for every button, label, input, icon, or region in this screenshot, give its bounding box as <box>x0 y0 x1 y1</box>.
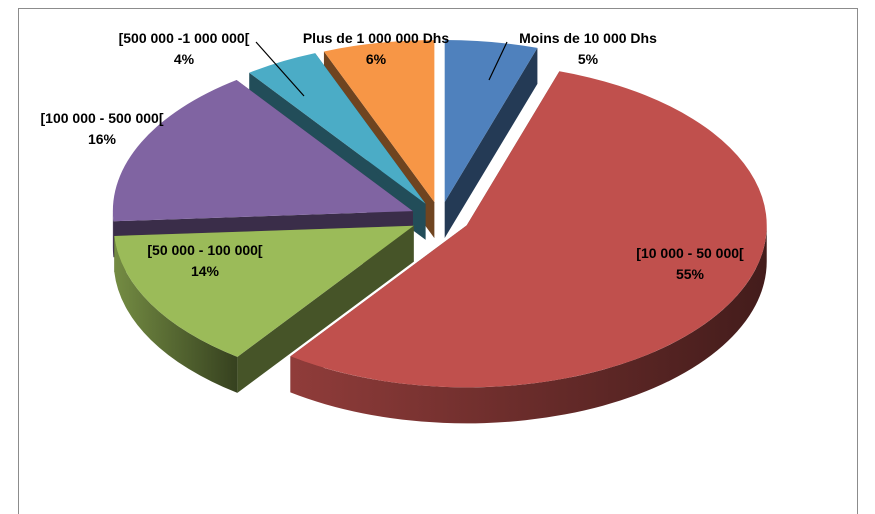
percent-label: 5% <box>577 51 599 67</box>
percent-label: 4% <box>173 51 195 67</box>
slice-wall <box>112 211 114 258</box>
slice-wall <box>290 225 767 424</box>
category-label: [100 000 - 500 000[ <box>40 110 164 126</box>
data-label: [10 000 - 50 000[ 55% <box>585 243 795 285</box>
percent-label: 16% <box>87 131 117 147</box>
data-label: [50 000 - 100 000[ 14% <box>141 240 269 282</box>
category-label: [500 000 -1 000 000[ <box>118 30 250 46</box>
data-label: Plus de 1 000 000 Dhs 6% <box>291 28 461 70</box>
pie-slice <box>114 225 414 393</box>
category-label: Moins de 10 000 Dhs <box>519 30 657 46</box>
slice-top <box>290 71 767 388</box>
pie <box>112 39 767 424</box>
slice-side <box>237 225 414 393</box>
percent-label: 14% <box>190 263 220 279</box>
data-label: Moins de 10 000 Dhs 5% <box>513 28 663 70</box>
data-label: [100 000 - 500 000[ 16% <box>32 108 172 150</box>
category-label: [10 000 - 50 000[ <box>636 245 744 261</box>
pie-slice <box>444 39 538 238</box>
category-label: Plus de 1 000 000 Dhs <box>302 30 450 46</box>
leader-line <box>488 41 508 81</box>
data-label: [500 000 -1 000 000[ 4% <box>109 28 259 70</box>
slice-top <box>444 39 538 202</box>
chart-border <box>18 8 858 514</box>
slice-top <box>114 225 414 357</box>
category-label: [50 000 - 100 000[ <box>147 242 263 258</box>
percent-label: 55% <box>675 266 705 282</box>
slice-top <box>249 53 426 204</box>
slice-wall <box>114 235 238 393</box>
slice-side <box>444 47 538 238</box>
leader-line <box>255 41 305 97</box>
slice-top <box>323 40 435 203</box>
slice-top <box>112 80 413 222</box>
percent-label: 6% <box>365 51 387 67</box>
pie-slice <box>290 71 767 424</box>
